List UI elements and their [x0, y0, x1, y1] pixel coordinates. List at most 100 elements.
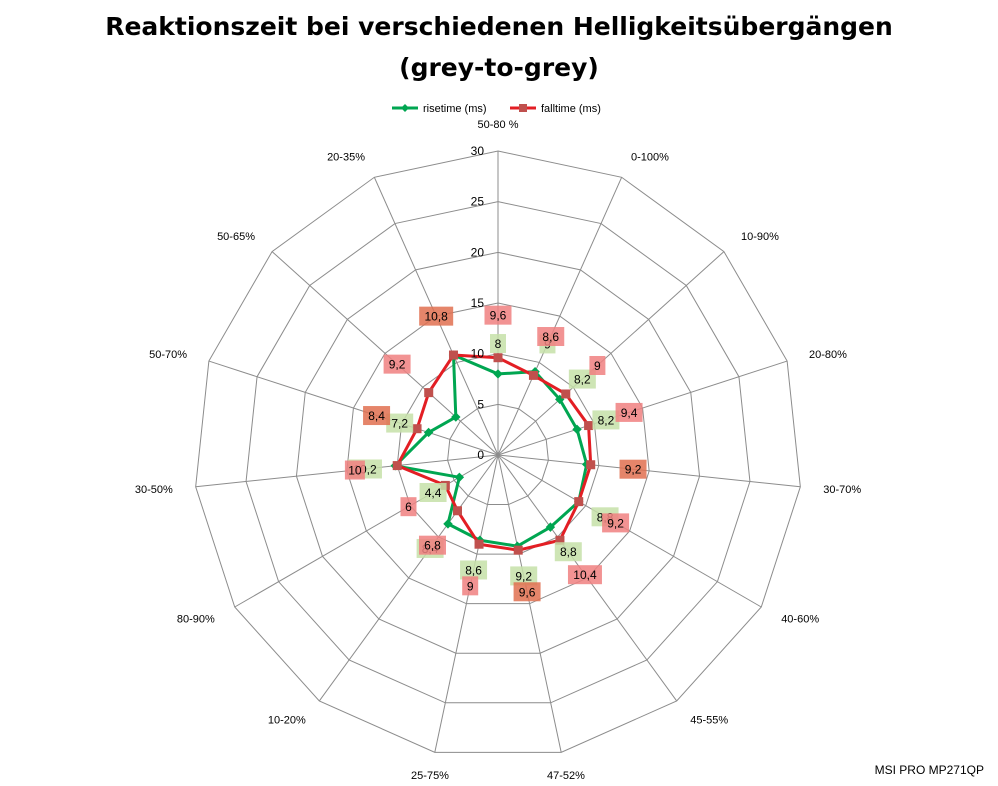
- grid-spoke: [434, 454, 499, 753]
- grid-spoke: [497, 454, 562, 753]
- risetime-data-label: 9,2: [515, 569, 532, 583]
- category-label: 80-90%: [177, 614, 215, 626]
- falltime-series-line: [395, 353, 593, 552]
- radial-tick-label: 20: [471, 245, 485, 259]
- radial-tick-label: 5: [477, 397, 484, 411]
- falltime-data-label: 9,2: [607, 516, 624, 530]
- falltime-data-label-bg: [537, 327, 565, 347]
- radar-grid: [195, 150, 801, 753]
- risetime-point: [443, 519, 453, 529]
- grid-spoke: [208, 360, 499, 456]
- chart-title-line2: (grey-to-grey): [399, 53, 599, 82]
- category-label: 10-20%: [268, 715, 306, 727]
- risetime-data-label-bg: [510, 566, 538, 586]
- risetime-data-label-bg: [568, 369, 596, 389]
- risetime-series-line: [393, 353, 589, 548]
- category-label: 0-100%: [631, 151, 669, 163]
- category-label: 45-55%: [690, 715, 728, 727]
- footnote: MSI PRO MP271QP: [874, 763, 984, 777]
- risetime-data-label-bg: [419, 482, 447, 502]
- falltime-data-label: 10,4: [573, 568, 597, 582]
- falltime-data-label: 9,4: [621, 406, 638, 420]
- falltime-point: [574, 497, 584, 507]
- falltime-data-label: 9,2: [625, 463, 642, 477]
- category-label: 25-75%: [411, 770, 449, 782]
- risetime-point: [493, 369, 503, 379]
- falltime-data-label-bg: [344, 460, 365, 480]
- falltime-data-label-bg: [484, 305, 512, 325]
- legend-falltime-label: falltime (ms): [541, 103, 601, 115]
- risetime-point: [545, 522, 556, 532]
- falltime-data-label-bg: [513, 582, 541, 602]
- grid-spoke: [497, 177, 623, 456]
- radial-tick-label: 0: [477, 448, 484, 462]
- category-label: 47-52%: [547, 770, 585, 782]
- grid-ring: [245, 201, 751, 704]
- falltime-data-label-bg: [615, 402, 643, 422]
- falltime-data-label: 9,6: [490, 309, 507, 323]
- falltime-point: [586, 460, 596, 470]
- risetime-data-label-bg: [460, 560, 488, 580]
- risetime-data-label: 8,6: [465, 563, 482, 577]
- risetime-point: [572, 424, 582, 435]
- grid-ring: [346, 302, 650, 605]
- legend-risetime-label: risetime (ms): [423, 103, 487, 115]
- falltime-data-label: 6,8: [424, 539, 441, 553]
- grid-spoke: [271, 251, 499, 456]
- falltime-point: [513, 545, 523, 555]
- falltime-point: [493, 353, 503, 363]
- radial-tick-label: 10: [471, 347, 485, 361]
- category-label: 30-70%: [823, 484, 861, 496]
- grid-spoke: [497, 454, 762, 608]
- risetime-data-label: 8,8: [560, 545, 577, 559]
- grid-spoke: [234, 454, 499, 608]
- category-label: 40-60%: [781, 614, 819, 626]
- falltime-data-label-bg: [363, 406, 391, 426]
- risetime-data-label-bg: [554, 542, 582, 562]
- risetime-data-label-bg: [490, 334, 506, 354]
- grid-ring: [295, 251, 701, 654]
- axis-labels-layer: 0 5 10 15 20 25 30 50-80 % 0-100% 10-90% 20-80% 30-…: [135, 119, 861, 782]
- falltime-data-label-bg: [419, 306, 454, 326]
- falltime-data-label-bg: [567, 565, 602, 585]
- falltime-point: [392, 461, 402, 471]
- series-layer: [390, 350, 596, 555]
- risetime-data-label: 8: [495, 337, 502, 351]
- falltime-data-label-bg: [589, 355, 606, 375]
- grid-ring: [447, 403, 549, 506]
- grid-ring: [396, 353, 600, 555]
- data-labels-layer: 898,28,28,88,89,28,68,44,410,27,29,68,69…: [344, 305, 647, 602]
- falltime-data-label-bg: [462, 576, 479, 596]
- falltime-data-label: 10: [348, 464, 362, 478]
- category-label: 20-80%: [809, 349, 847, 361]
- category-label: 50-80 %: [478, 119, 519, 131]
- falltime-point: [412, 424, 422, 434]
- risetime-data-label-bg: [386, 413, 414, 433]
- category-label: 30-50%: [135, 484, 173, 496]
- legend-risetime-marker: [401, 104, 409, 112]
- legend-falltime-marker: [519, 104, 527, 112]
- falltime-data-label: 9,2: [389, 358, 406, 372]
- falltime-point: [448, 350, 458, 360]
- falltime-data-label-bg: [383, 354, 411, 374]
- category-label: 50-65%: [217, 231, 255, 243]
- falltime-data-label: 6: [405, 500, 412, 514]
- risetime-point: [423, 427, 434, 438]
- radial-tick-label: 25: [471, 195, 485, 209]
- grid-spoke: [497, 251, 725, 456]
- falltime-data-label: 9: [594, 359, 601, 373]
- risetime-data-label: 8,2: [598, 413, 615, 427]
- falltime-point: [452, 506, 462, 516]
- falltime-data-label: 9: [467, 579, 474, 593]
- radial-tick-label: 15: [471, 296, 485, 310]
- falltime-data-label: 8,6: [542, 330, 559, 344]
- chart-title-line1: Reaktionszeit bei verschiedenen Helligke…: [105, 12, 893, 41]
- grid-spoke: [318, 454, 499, 702]
- falltime-data-label: 10,8: [424, 310, 448, 324]
- falltime-point: [424, 388, 434, 398]
- falltime-point: [528, 370, 538, 380]
- chart-legend: risetime (ms) falltime (ms): [392, 103, 601, 115]
- falltime-point: [584, 421, 594, 431]
- risetime-point: [454, 472, 465, 483]
